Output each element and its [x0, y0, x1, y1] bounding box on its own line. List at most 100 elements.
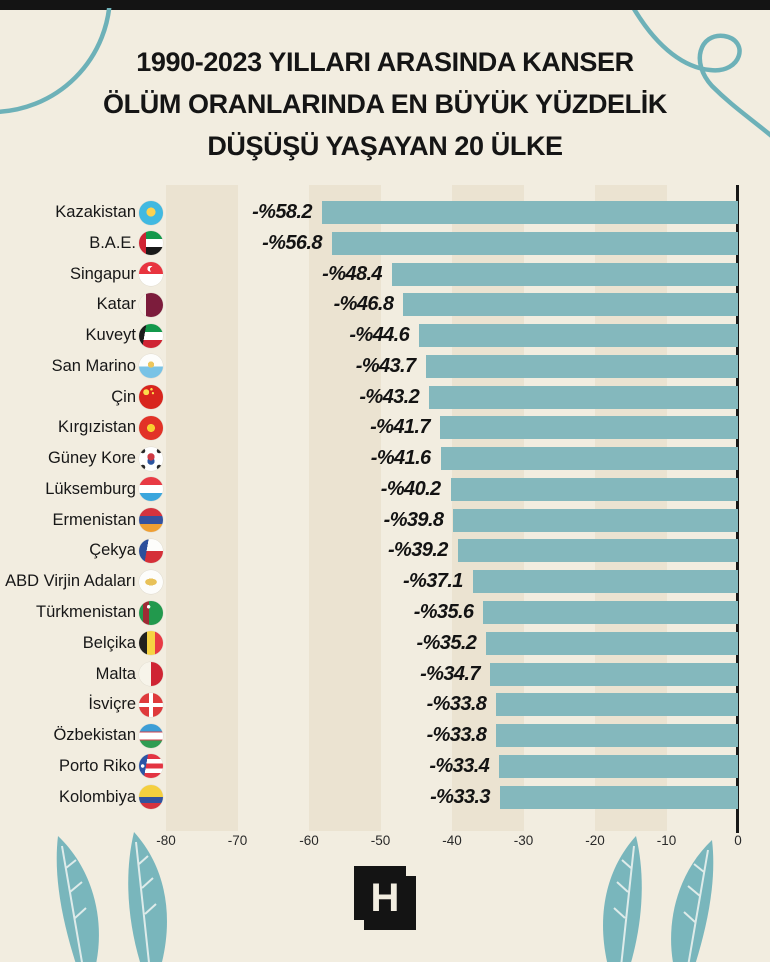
bar: [403, 293, 738, 317]
value-label: -%44.6: [349, 324, 410, 347]
country-row: ABD Virjin Adaları -%37.1: [0, 566, 770, 597]
country-label: B.A.E.: [89, 233, 136, 252]
flag-uae-icon: [139, 231, 163, 256]
country-label: Katar: [96, 295, 136, 314]
value-label: -%41.6: [370, 447, 431, 470]
country-row: Türkmenistan -%35.6: [0, 597, 770, 628]
top-black-bar: [0, 0, 770, 10]
flag-uzbekistan-icon: [139, 723, 163, 748]
chart-title-line1: 1990-2023 YILLARI ARASINDA KANSER: [136, 47, 634, 77]
country-row: Çin -%43.2: [0, 382, 770, 413]
bar: [499, 754, 738, 778]
country-row: Lüksemburg -%40.2: [0, 474, 770, 505]
value-label: -%39.8: [383, 508, 444, 531]
bar: [440, 447, 738, 471]
x-tick-label: -60: [299, 833, 319, 848]
logo-block-front: [364, 876, 416, 930]
x-tick-label: -40: [442, 833, 462, 848]
bar: [496, 724, 738, 748]
bar: [457, 539, 738, 563]
value-label: -%35.6: [413, 601, 474, 623]
country-label: Kazakistan: [55, 203, 136, 221]
flag-kuwait-icon: [139, 323, 163, 348]
flag-kyrgyzstan-icon: [139, 415, 163, 440]
country-row: Kuveyt -%44.6: [0, 320, 770, 351]
country-row: İsviçre -%33.8: [0, 689, 770, 720]
country-label: Özbekistan: [53, 726, 136, 745]
bar: [472, 570, 738, 594]
country-row: Kolombiya -%33.3: [0, 782, 770, 813]
country-label: Güney Kore: [47, 449, 136, 468]
flag-south-korea-icon: [139, 446, 163, 471]
bar: [499, 785, 738, 809]
x-tick-label: 0: [734, 833, 742, 848]
value-label: -%41.7: [370, 416, 430, 439]
x-tick-label: -50: [370, 833, 391, 848]
country-label: Lüksemburg: [45, 479, 136, 498]
flag-kazakhstan-icon: [139, 200, 163, 225]
flag-luxembourg-icon: [139, 477, 163, 502]
x-tick-label: -30: [513, 833, 534, 848]
country-label: Türkmenistan: [36, 603, 136, 621]
value-label: -%56.8: [262, 231, 322, 254]
country-label: Porto Riko: [58, 756, 136, 775]
flag-colombia-icon: [139, 785, 163, 810]
flag-puerto-rico-icon: [139, 754, 163, 779]
country-label: İsviçre: [88, 695, 136, 714]
bar: [321, 201, 738, 224]
flag-qatar-icon: [139, 292, 163, 317]
grid-band: [309, 185, 381, 831]
grid-band: [452, 185, 524, 831]
country-row: Belçika -%35.2: [0, 628, 770, 659]
country-row: Porto Riko -%33.4: [0, 751, 770, 782]
country-label: Belçika: [82, 633, 136, 652]
country-row: Katar -%46.8: [0, 289, 770, 320]
bar: [391, 262, 738, 286]
flag-singapore-icon: [139, 262, 163, 287]
value-label: -%34.7: [420, 662, 480, 685]
flag-china-icon: [139, 385, 163, 410]
country-row: Çekya -%39.2: [0, 535, 770, 566]
country-row: Ermenistan -%39.8: [0, 505, 770, 536]
value-label: -%33.4: [429, 754, 490, 777]
x-tick-label: -70: [227, 833, 248, 848]
value-label: -%40.2: [380, 477, 441, 500]
flag-switzerland-icon: [139, 692, 163, 717]
grid-band: [166, 185, 238, 831]
x-tick-label: -20: [585, 833, 605, 848]
country-row: Malta -%34.7: [0, 659, 770, 690]
value-label: -%35.2: [416, 631, 477, 654]
country-label: Kolombiya: [58, 787, 136, 806]
flag-turkmenistan-icon: [139, 600, 163, 625]
value-label: -%39.2: [387, 539, 448, 562]
country-row: Singapur -%48.4: [0, 259, 770, 290]
value-label: -%37.1: [402, 570, 463, 593]
country-row: Özbekistan -%33.8: [0, 720, 770, 751]
hurriyet-logo: H: [354, 866, 416, 930]
bar: [489, 662, 738, 686]
country-label: Kuveyt: [85, 326, 136, 345]
grid-band: [595, 185, 667, 831]
country-row: Güney Kore -%41.6: [0, 443, 770, 474]
logo-letter: H: [370, 876, 400, 920]
country-row: Kazakistan -%58.2: [0, 197, 770, 228]
flag-czechia-icon: [139, 538, 163, 563]
country-label: Çekya: [89, 541, 136, 560]
chart-title: 1990-2023 YILLARI ARASINDA KANSER ÖLÜM O…: [0, 41, 770, 167]
country-label: Singapur: [69, 264, 136, 283]
chart-title-line2: ÖLÜM ORANLARINDA EN BÜYÜK YÜZDELİK: [103, 89, 667, 119]
bar: [483, 601, 738, 624]
bar: [429, 385, 738, 409]
country-row: B.A.E. -%56.8: [0, 228, 770, 259]
bar: [331, 231, 738, 255]
bar: [425, 354, 738, 378]
bar: [450, 477, 738, 501]
chart-title-line3: DÜŞÜŞÜ YAŞAYAN 20 ÜLKE: [207, 131, 563, 161]
country-label: Çin: [111, 387, 136, 406]
flag-us-virgin-islands-icon: [139, 569, 163, 594]
flag-san-marino-icon: [139, 354, 163, 379]
bar: [419, 324, 738, 348]
value-label: -%48.4: [322, 262, 382, 285]
country-label: San Marino: [51, 356, 136, 375]
